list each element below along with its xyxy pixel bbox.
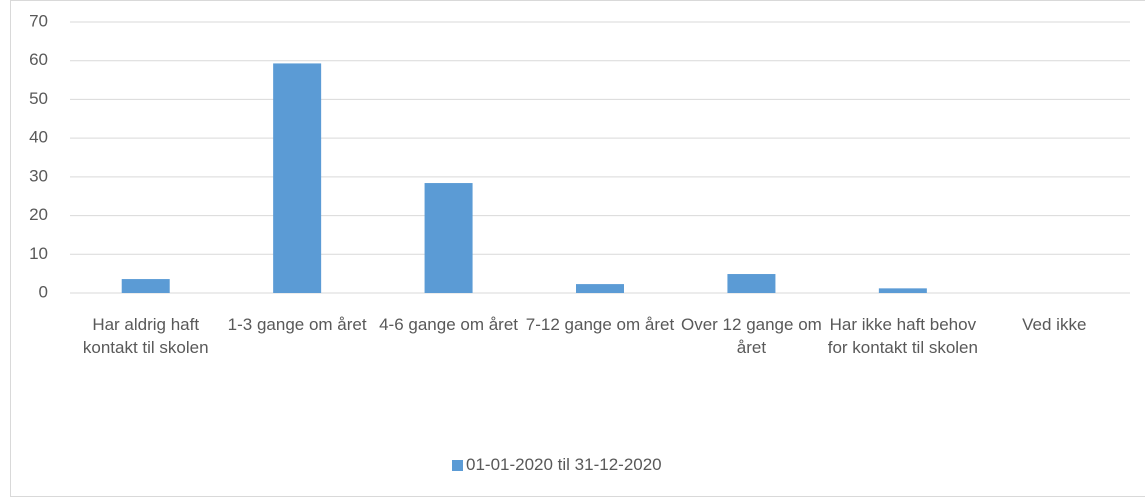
legend-label: 01-01-2020 til 31-12-2020 — [466, 455, 662, 474]
y-tick-label: 0 — [39, 282, 48, 301]
x-tick-label: Ved ikke — [1022, 315, 1087, 334]
x-tick-label: Har ikke haft behov for kontakt til skol… — [827, 315, 978, 357]
bar — [424, 183, 473, 293]
legend-swatch — [452, 460, 463, 471]
x-tick-label: 7-12 gange om året — [525, 315, 675, 334]
x-tick-label: 1-3 gange om året — [227, 315, 367, 334]
x-tick-label: Over 12 gange om året — [681, 315, 822, 357]
bar — [727, 274, 776, 293]
x-tick-label: 4-6 gange om året — [379, 315, 519, 334]
y-tick-label: 50 — [29, 89, 48, 108]
y-tick-label: 20 — [29, 205, 48, 224]
y-tick-label: 30 — [29, 166, 48, 185]
chart-border — [10, 0, 1145, 497]
bar — [576, 284, 624, 293]
x-tick-label: Har aldrig haft kontakt til skolen — [82, 315, 209, 357]
y-tick-label: 70 — [29, 11, 48, 30]
bar — [878, 288, 927, 293]
bar — [121, 279, 170, 293]
y-tick-label: 10 — [29, 244, 48, 263]
y-tick-label: 40 — [29, 128, 48, 147]
bar — [273, 63, 322, 293]
y-tick-label: 60 — [29, 50, 48, 69]
